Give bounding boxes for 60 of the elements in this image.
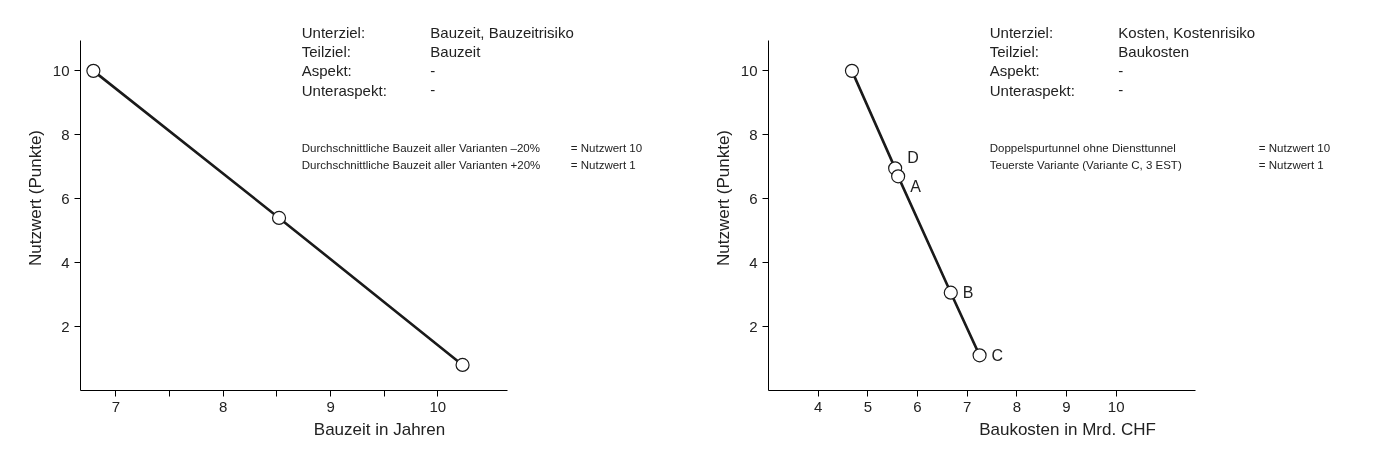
y-tick-label: 4 <box>749 253 758 271</box>
y-tick-label: 2 <box>61 317 70 335</box>
x-tick-label: 9 <box>1062 397 1071 415</box>
annotation: Kosten, Kostenrisiko <box>1118 23 1256 41</box>
annotation: Teilziel: <box>989 43 1039 61</box>
y-tick-label: 2 <box>749 317 758 335</box>
annotation: Aspekt: <box>301 62 352 80</box>
annotation: Unterziel: <box>989 23 1054 41</box>
x-tick-label: 8 <box>1012 397 1022 415</box>
annotation: - <box>1118 61 1124 79</box>
x-tick-label: 4 <box>814 397 823 415</box>
point <box>844 63 860 78</box>
annotation: Durchschnittliche Bauzeit aller Varianten –20% <box>301 141 540 154</box>
point <box>86 63 101 78</box>
text: = Nutzwert 1 <box>1258 159 1324 172</box>
text: = Nutzwert 10 <box>570 141 643 154</box>
x-axis-title: Baukosten in Mrd. CHF <box>979 419 1156 439</box>
annotation: A <box>910 178 922 196</box>
annotation: - <box>1118 81 1124 99</box>
x-tick-label: 7 <box>111 397 121 415</box>
x-tick-label: 7 <box>963 397 972 415</box>
annotation: B <box>962 284 974 302</box>
x-tick-label: 8 <box>219 397 228 415</box>
annotation: C <box>991 346 1004 364</box>
x-tick-label: 9 <box>326 397 335 415</box>
point <box>972 348 987 363</box>
annotation: Unteraspekt: <box>989 81 1075 99</box>
point <box>891 169 906 184</box>
annotation: Teuerste Variante (Variante C, 3 EST) <box>989 159 1182 172</box>
x-tick-label: 10 <box>429 397 447 415</box>
x-tick-label: 10 <box>1107 397 1125 415</box>
point <box>271 210 287 225</box>
text: = Nutzwert 1 <box>570 159 636 172</box>
y-tick-label: 10 <box>740 61 758 79</box>
point <box>943 285 958 300</box>
y-tick-label: 10 <box>52 61 70 79</box>
y-axis-title: Nutzwert (Punkte) <box>713 129 733 267</box>
annotation: - <box>430 61 436 79</box>
point <box>455 357 470 373</box>
y-tick-label: 6 <box>749 189 758 207</box>
annotation: - <box>430 81 436 99</box>
annotation: Teilziel: <box>301 43 351 61</box>
y-tick-label: 8 <box>749 125 758 143</box>
text: = Nutzwert 10 <box>1258 141 1331 154</box>
annotation: Unteraspekt: <box>301 81 387 99</box>
annotation: Unterziel: <box>301 23 366 41</box>
annotation: Baukosten <box>1118 43 1190 61</box>
x-tick-label: 6 <box>913 397 922 415</box>
annotation: Bauzeit, Bauzeitrisiko <box>430 23 574 41</box>
annotation: D <box>907 149 919 167</box>
annotation: Doppelspurtunnel ohne Diensttunnel <box>989 141 1176 154</box>
x-tick-label: 5 <box>863 397 873 415</box>
annotation: Durchschnittliche Bauzeit aller Varianten +20% <box>301 159 541 172</box>
y-tick-label: 6 <box>61 189 70 207</box>
annotation: Bauzeit <box>430 43 482 61</box>
y-tick-label: 8 <box>61 125 70 143</box>
y-tick-label: 4 <box>61 253 70 271</box>
y-axis-title: Nutzwert (Punkte) <box>25 129 45 267</box>
x-axis-title: Bauzeit in Jahren <box>313 419 446 439</box>
annotation: Aspekt: <box>989 62 1040 80</box>
